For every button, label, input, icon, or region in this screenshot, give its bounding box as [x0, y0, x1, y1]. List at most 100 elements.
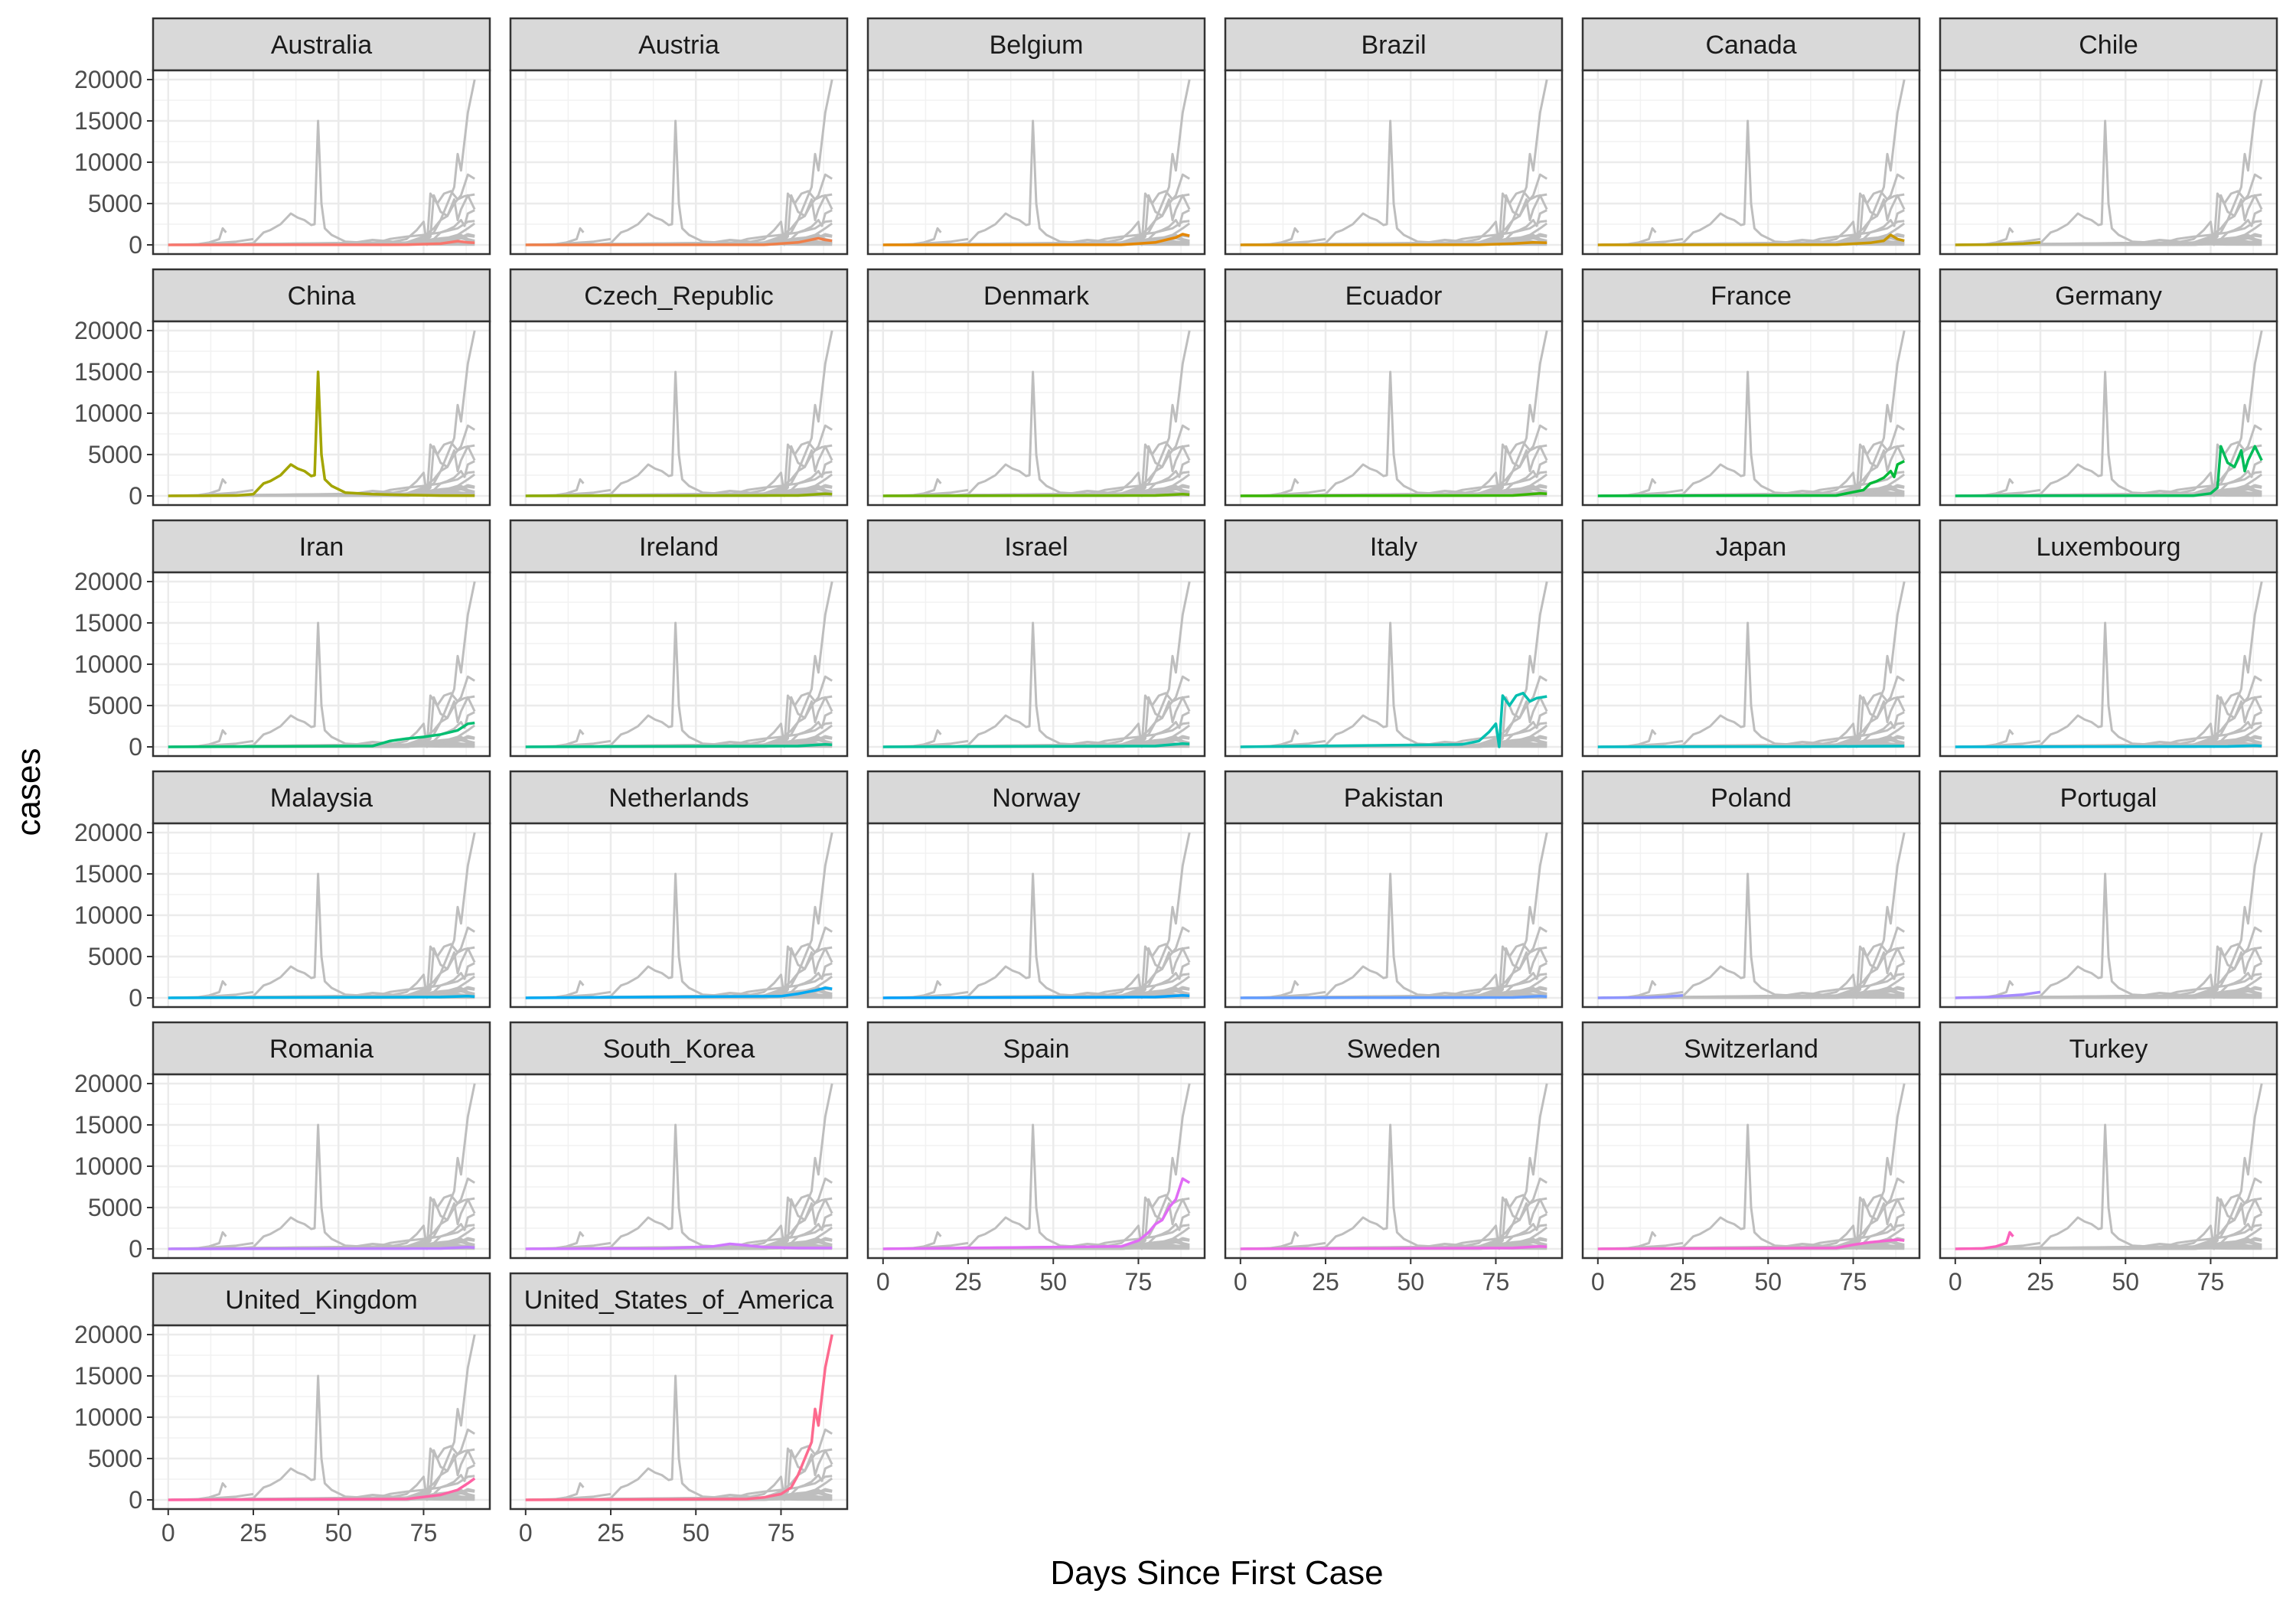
background-series-line: [525, 173, 833, 246]
facet-panel-romania: Romania 0 5000 10000 15000 20000: [74, 1021, 491, 1263]
series-line-australia: [168, 240, 475, 246]
y-tick-label: 20000: [74, 1321, 142, 1348]
background-series-line: [1597, 424, 1905, 497]
background-series-line: [1240, 1194, 1548, 1250]
x-tick-label: 50: [2112, 1268, 2139, 1296]
background-series-line: [1240, 441, 1548, 497]
series-line-ecuador: [1240, 492, 1548, 497]
y-tick-label: 20000: [74, 317, 142, 344]
panel-border: [866, 69, 1206, 256]
x-tick-label: 0: [876, 1268, 890, 1296]
background-series-line: [882, 441, 1190, 497]
series-line-united-states-of-america: [525, 1334, 833, 1501]
facet-strip: [152, 519, 491, 574]
background-series-line: [1597, 943, 1905, 999]
panel-border: [1581, 69, 1921, 256]
facet-strip: [1581, 268, 1921, 323]
facet-strip: [1224, 1021, 1564, 1076]
background-series-line: [525, 1177, 833, 1250]
facet-panel-ecuador: Ecuador: [1224, 268, 1564, 507]
panel-border: [509, 1324, 849, 1511]
facet-strip: [866, 17, 1206, 72]
facet-strip-label: Brazil: [1361, 31, 1426, 60]
y-tick-label: 0: [129, 733, 142, 761]
facet-panel-turkey: Turkey 0 25 50 75: [1939, 1021, 2278, 1296]
series-line-denmark: [882, 493, 1190, 497]
facet-strip-label: France: [1711, 282, 1792, 311]
facet-strip-label: Turkey: [2069, 1035, 2148, 1064]
facet-strip-label: Portugal: [2060, 784, 2157, 813]
x-tick-label: 25: [2027, 1268, 2054, 1296]
facet-strip-label: Pakistan: [1344, 784, 1443, 813]
facet-panel-chile: Chile: [1939, 17, 2278, 256]
background-series-line: [1597, 1177, 1905, 1250]
background-series-line: [1597, 190, 1905, 246]
y-axis-title: cases: [10, 748, 47, 836]
panel-border: [509, 822, 849, 1009]
x-tick-label: 75: [1840, 1268, 1867, 1296]
facet-strip: [509, 1021, 849, 1076]
background-series-line: [525, 1445, 833, 1501]
background-series-line: [168, 926, 475, 999]
y-tick-label: 10000: [74, 650, 142, 678]
facet-panel-france: France: [1581, 268, 1921, 507]
y-tick-label: 20000: [74, 819, 142, 846]
background-series-line: [168, 441, 475, 497]
facet-strip: [866, 1021, 1206, 1076]
facet-strip: [152, 1272, 491, 1327]
y-tick-label: 20000: [74, 1070, 142, 1097]
facet-strip-label: Switzerland: [1684, 1035, 1818, 1064]
background-series-line: [1955, 994, 2262, 999]
series-line-poland: [1597, 994, 1684, 999]
background-series-line: [1955, 241, 2262, 246]
facet-strip: [509, 268, 849, 323]
background-series-line: [1597, 675, 1905, 748]
facet-strip-label: Belgium: [990, 31, 1084, 60]
x-tick-label: 25: [1669, 1268, 1697, 1296]
facet-strip: [1939, 268, 2278, 323]
facet-panel-netherlands: Netherlands: [509, 770, 849, 1009]
background-series-line: [525, 441, 833, 497]
panel-border: [1939, 320, 2278, 507]
x-tick-label: 0: [1949, 1268, 1962, 1296]
facet-strip-label: Israel: [1004, 533, 1068, 562]
background-series-line: [1955, 190, 2262, 246]
series-line-sweden: [1240, 1245, 1548, 1250]
facet-panel-sweden: Sweden 0 25 50 75: [1224, 1021, 1564, 1296]
series-line-canada: [1597, 233, 1905, 246]
series-line-norway: [882, 994, 1190, 999]
facet-strip-label: Australia: [271, 31, 372, 60]
facet-strip-label: Ecuador: [1345, 282, 1443, 311]
y-tick-label: 10000: [74, 901, 142, 929]
facet-strip-label: Romania: [269, 1035, 373, 1064]
facet-strip-label: China: [288, 282, 356, 311]
facet-strip-label: Netherlands: [608, 784, 748, 813]
panel-border: [866, 320, 1206, 507]
facet-panel-austria: Austria: [509, 17, 849, 256]
background-series-line: [1955, 1245, 2262, 1250]
x-tick-label: 75: [410, 1519, 438, 1547]
facet-panel-belgium: Belgium: [866, 17, 1206, 256]
background-series-line: [1955, 1194, 2262, 1250]
facet-panel-iran: Iran 0 5000 10000 15000 20000: [74, 519, 491, 761]
x-tick-label: 50: [682, 1519, 709, 1547]
panel-border: [1939, 69, 2278, 256]
facet-panel-portugal: Portugal: [1939, 770, 2278, 1009]
background-series-line: [168, 1194, 475, 1250]
x-tick-label: 0: [519, 1519, 533, 1547]
background-series-line: [1597, 173, 1905, 246]
facet-panel-denmark: Denmark: [866, 268, 1206, 507]
facet-strip: [1224, 268, 1564, 323]
background-series-line: [168, 1428, 475, 1501]
facet-panel-ireland: Ireland: [509, 519, 849, 758]
background-series-line: [168, 492, 475, 497]
panel-border: [509, 320, 849, 507]
y-tick-label: 15000: [74, 609, 142, 637]
facet-strip: [1581, 1021, 1921, 1076]
y-tick-label: 0: [129, 1235, 142, 1263]
facet-panel-israel: Israel: [866, 519, 1206, 758]
y-tick-label: 5000: [88, 1194, 142, 1221]
series-line-netherlands: [525, 986, 833, 999]
